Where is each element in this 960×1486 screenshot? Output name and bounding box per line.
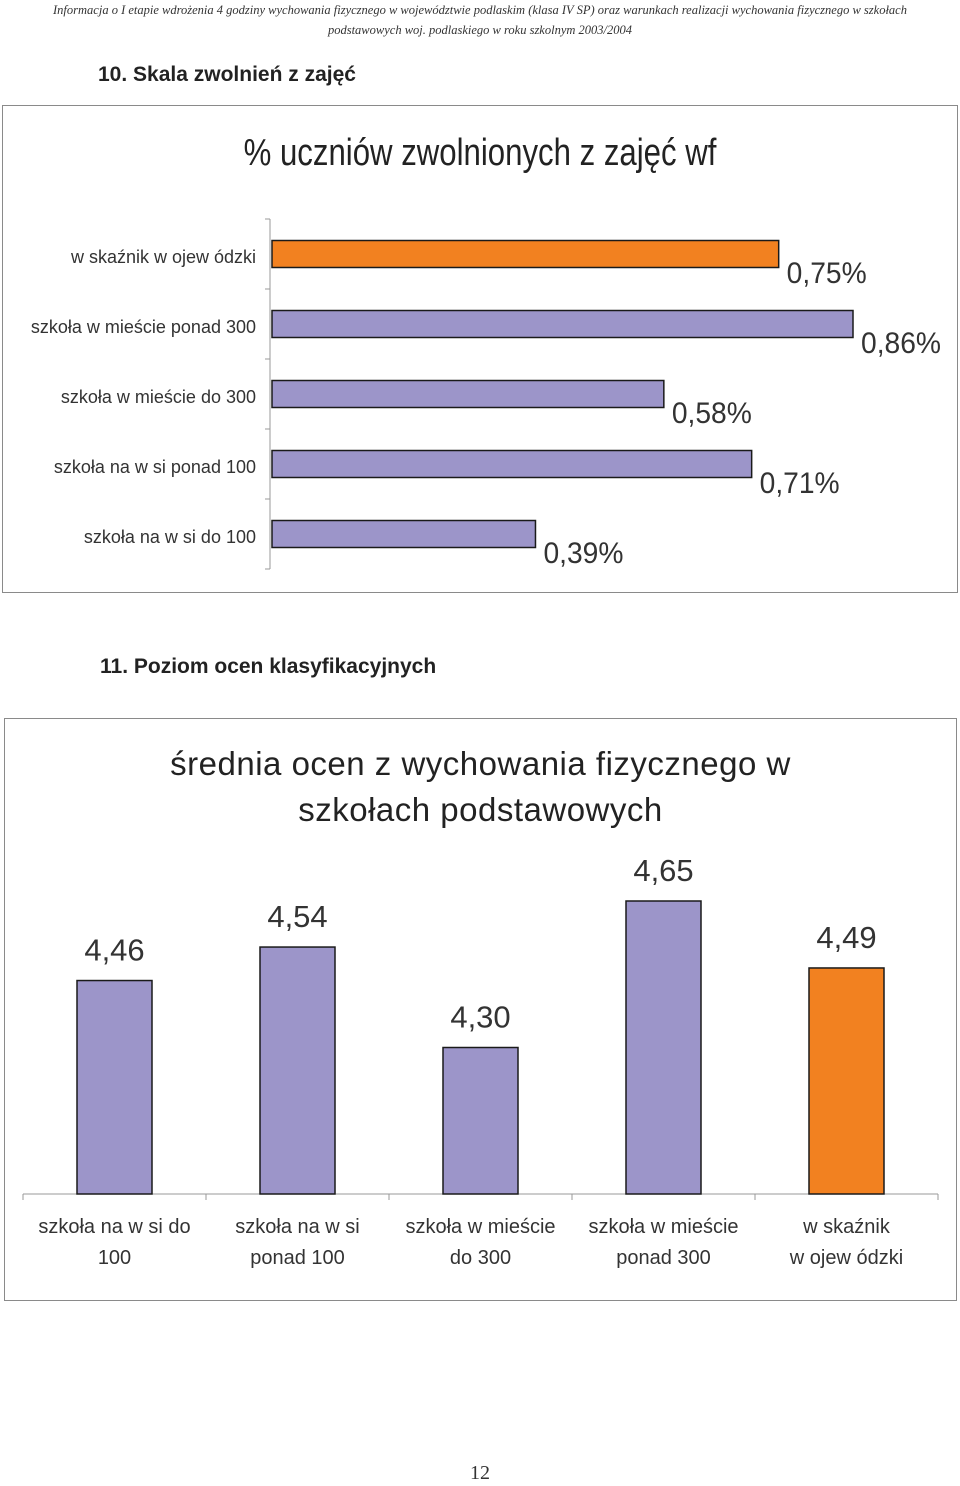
bar: [271, 379, 665, 409]
header-line-2: podstawowych woj. podlaskiego w roku szk…: [327, 23, 633, 37]
section-11-title: 11. Poziom ocen klasyfikacyjnych: [100, 655, 437, 678]
category-label: szkoła w mieście do 300: [61, 387, 256, 407]
bar: [808, 967, 885, 1195]
exemptions-chart: % uczniów zwolnionych z zajęć wf 0,75% w …: [2, 105, 958, 593]
bar: [271, 309, 854, 339]
exemptions-chart-plot: 0,75% w skaźnik w ojew ódzki 0,86% szkoła w…: [31, 218, 941, 570]
bar: [76, 979, 153, 1195]
header-line-1: Informacja o I etapie wdrożenia 4 godzin…: [53, 3, 907, 17]
category-label: w ojew ódzki: [789, 1247, 903, 1269]
bar: [259, 946, 336, 1195]
data-label: 0,75%: [787, 257, 867, 290]
grades-chart-plot: 4,46 szkoła na w si do 100 4,54 szkoła na w …: [22, 853, 939, 1269]
category-label: szkoła na w si: [235, 1216, 360, 1238]
bar: [271, 519, 537, 549]
page-number: 12: [470, 1462, 490, 1484]
grades-chart-title: średnia ocen z wychowania fizycznego w s…: [5, 741, 956, 833]
data-label: 4,49: [816, 920, 876, 955]
category-label: szkoła w mieście: [405, 1216, 555, 1238]
data-label: 4,54: [267, 899, 327, 934]
grades-chart-title-line-2: szkołach podstawowych: [298, 791, 663, 828]
category-label: 100: [98, 1247, 131, 1269]
category-label: szkoła na w si ponad 100: [54, 457, 256, 477]
category-label: w skaźnik w ojew ódzki: [70, 247, 256, 267]
data-label: 4,65: [633, 853, 693, 888]
data-label: 0,58%: [672, 397, 752, 430]
exemptions-chart-title: % uczniów zwolnionych z zajęć wf: [243, 132, 717, 174]
category-label: ponad 100: [250, 1247, 345, 1269]
data-label: 0,86%: [861, 327, 941, 360]
grades-chart-title-line-1: średnia ocen z wychowania fizycznego w: [170, 745, 791, 782]
category-label: szkoła na w si do 100: [84, 527, 256, 547]
bar: [271, 449, 753, 479]
data-label: 4,46: [84, 933, 144, 968]
page-header: Informacja o I etapie wdrożenia 4 godzin…: [0, 0, 960, 40]
category-label: w skaźnik: [802, 1216, 891, 1238]
category-label: do 300: [450, 1247, 511, 1269]
bar: [442, 1046, 519, 1195]
grades-chart: średnia ocen z wychowania fizycznego w s…: [4, 718, 957, 1301]
category-label: ponad 300: [616, 1247, 711, 1269]
data-label: 4,30: [450, 1000, 510, 1035]
category-label: szkoła w mieście: [588, 1216, 738, 1238]
category-label: szkoła w mieście ponad 300: [31, 317, 256, 337]
category-label: szkoła na w si do: [38, 1216, 190, 1238]
section-10-title: 10. Skala zwolnień z zajęć: [98, 63, 356, 86]
bar: [625, 900, 702, 1195]
data-label: 0,71%: [760, 467, 840, 500]
data-label: 0,39%: [543, 537, 623, 570]
bar: [271, 239, 780, 269]
